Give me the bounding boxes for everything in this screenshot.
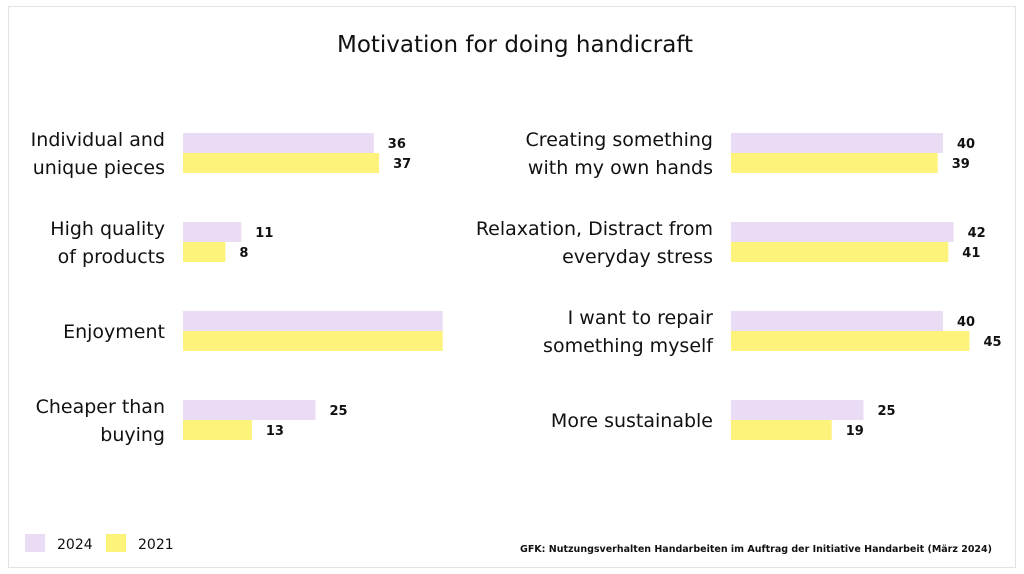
legend-label-2024: 2024 [57,537,93,553]
bar-2024 [731,400,864,420]
bar-2021 [183,331,443,351]
data-label: 40 [957,315,975,330]
data-label: 13 [266,424,284,439]
bar-2024 [731,222,954,242]
bar-2021 [183,420,252,440]
legend-label-2021: 2021 [138,537,174,553]
bar-2021 [731,420,832,440]
data-label: 36 [388,137,406,152]
data-label: 25 [878,404,896,419]
source-note: GFK: Nutzungsverhalten Handarbeiten im A… [520,544,992,555]
bar-2024 [731,133,943,153]
bar-2024 [731,311,943,331]
bar-2024 [183,222,242,242]
data-label: 25 [330,404,348,419]
category-label: Individual and unique pieces [31,129,165,179]
chart-frame [8,6,1016,568]
data-label: 40 [957,137,975,152]
data-label: 39 [952,157,970,172]
category-label: I want to repair something myself [543,307,714,357]
data-label: 41 [962,246,980,261]
category-label: Cheaper than buying [36,396,165,446]
category-label: More sustainable [551,410,713,432]
chart-title: Motivation for doing handicraft [337,32,693,58]
data-label: 42 [968,226,986,241]
data-label: 8 [239,246,248,261]
legend: 2024 2021 [25,534,174,553]
bar-2021 [731,242,949,262]
data-label: 37 [393,157,411,172]
category-label: Enjoyment [63,321,165,343]
bar-2021 [183,153,380,173]
category-label: High quality of products [50,218,165,268]
data-label: 11 [255,226,273,241]
legend-swatch-2024 [25,534,45,552]
category-label: Creating something with my own hands [526,129,713,179]
bar-2024 [183,311,443,331]
data-label: 45 [984,335,1002,350]
bar-groups: Individual and unique pieces 36 37 High qual… [31,129,1002,446]
category-label: Relaxation, Distract from everyday stress [476,218,713,268]
bar-2024 [183,400,316,420]
bar-2021 [731,331,970,351]
data-label: 19 [846,424,864,439]
bar-2021 [183,242,226,262]
legend-swatch-2021 [106,534,126,552]
bar-2024 [183,133,374,153]
bar-2021 [731,153,938,173]
